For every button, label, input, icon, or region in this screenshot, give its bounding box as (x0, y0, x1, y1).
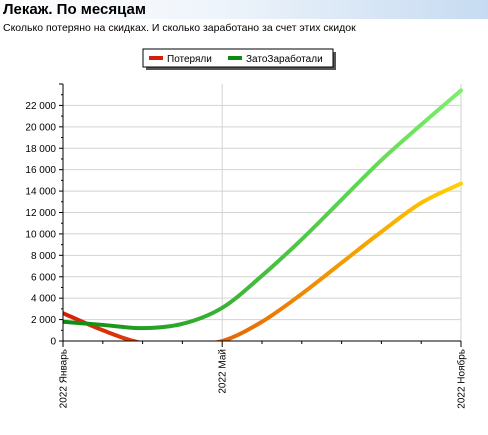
y-tick-label: 8 000 (31, 251, 56, 262)
x-tick-label: 2022 Ноябрь (456, 349, 468, 409)
x-tick-label: 2022 Январь (59, 349, 70, 408)
y-tick-label: 2 000 (31, 315, 56, 326)
chart-legend: Потеряли ЗатоЗаработали (142, 48, 336, 70)
series-lost-line (63, 181, 463, 341)
legend-label-earned: ЗатоЗаработали (246, 53, 323, 65)
y-tick-label: 18 000 (25, 144, 56, 155)
y-tick-label: 20 000 (25, 122, 56, 133)
x-tick-label: 2022 Май (218, 349, 229, 394)
chart-series (63, 88, 463, 341)
x-axis-ticks: 2022 Январь 2022 Май 2022 Ноябрь (59, 341, 468, 409)
y-axis-ticks: 0 2 000 4 000 6 000 8 000 10 000 12 000 14 000 1… (25, 83, 63, 348)
legend-label-lost: Потеряли (167, 54, 212, 65)
y-tick-label: 16 000 (25, 165, 56, 176)
y-tick-label: 12 000 (25, 208, 56, 219)
series-earned-line (63, 88, 463, 331)
chart-grid (62, 84, 462, 342)
page-title: Лекаж. По месяцам (3, 1, 146, 18)
y-tick-label: 6 000 (31, 272, 56, 283)
y-tick-label: 4 000 (31, 294, 56, 305)
page-subtitle: Сколько потеряно на скидках. И сколько з… (3, 22, 356, 34)
y-tick-label: 0 (50, 337, 56, 348)
title-bar: Лекаж. По месяцам (0, 0, 488, 19)
y-tick-label: 10 000 (25, 229, 56, 240)
y-tick-label: 22 000 (25, 101, 56, 112)
y-tick-label: 14 000 (25, 187, 56, 198)
